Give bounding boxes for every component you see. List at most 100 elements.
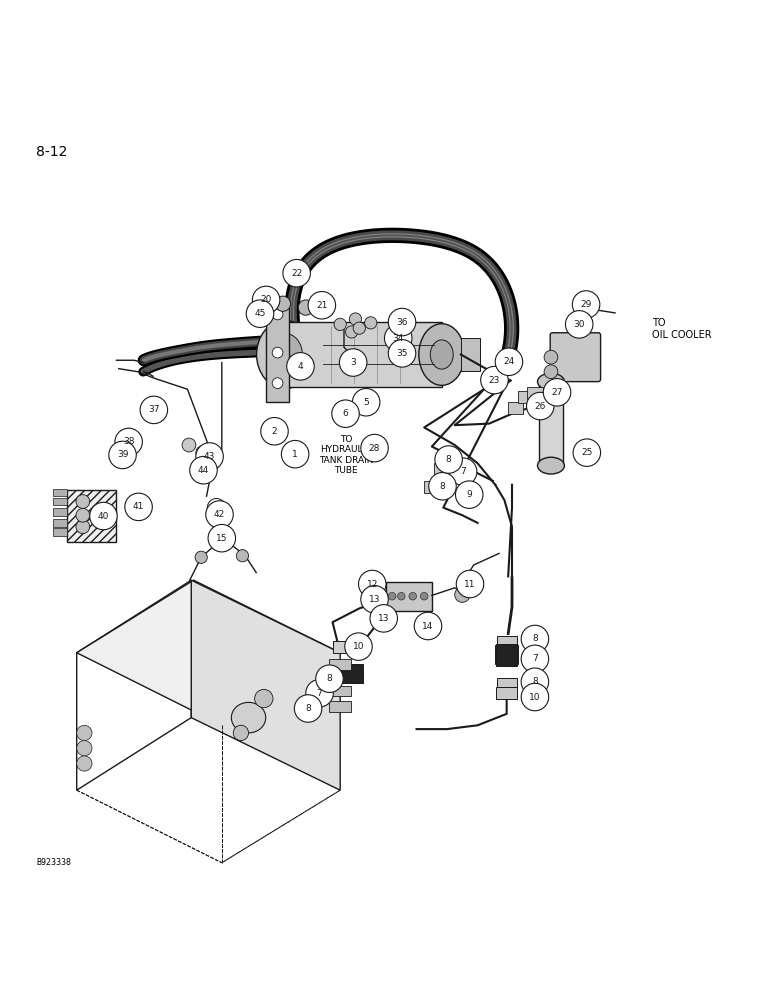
- Circle shape: [294, 695, 322, 722]
- Text: 8: 8: [532, 634, 538, 643]
- Circle shape: [353, 322, 365, 334]
- Bar: [496, 687, 517, 699]
- Text: TO
HYDRAULIC
TANK DRAIN
TUBE: TO HYDRAULIC TANK DRAIN TUBE: [319, 435, 374, 475]
- Circle shape: [350, 313, 361, 325]
- Polygon shape: [76, 580, 340, 725]
- Bar: [539, 382, 563, 466]
- Text: 22: 22: [291, 269, 303, 278]
- Circle shape: [125, 493, 152, 521]
- Circle shape: [273, 378, 283, 389]
- Text: 9: 9: [466, 490, 472, 499]
- Bar: [53, 489, 67, 496]
- Circle shape: [543, 379, 571, 406]
- Text: 13: 13: [378, 614, 389, 623]
- Circle shape: [544, 350, 558, 364]
- Bar: [424, 481, 442, 493]
- Bar: [333, 664, 363, 683]
- Text: 20: 20: [260, 295, 272, 304]
- Circle shape: [76, 508, 90, 522]
- Circle shape: [361, 586, 388, 613]
- Bar: [67, 490, 117, 542]
- Bar: [496, 644, 517, 666]
- Text: 8: 8: [532, 677, 538, 686]
- Circle shape: [76, 725, 92, 741]
- Text: 35: 35: [396, 349, 408, 358]
- Text: 14: 14: [422, 622, 434, 631]
- Circle shape: [421, 592, 428, 600]
- FancyBboxPatch shape: [550, 333, 601, 382]
- Circle shape: [346, 326, 357, 338]
- Circle shape: [388, 592, 396, 600]
- Circle shape: [283, 259, 310, 287]
- Text: 23: 23: [489, 376, 500, 385]
- Circle shape: [455, 481, 483, 508]
- Circle shape: [370, 605, 398, 632]
- Circle shape: [455, 587, 470, 602]
- Text: B923338: B923338: [36, 858, 71, 867]
- Text: 36: 36: [396, 318, 408, 327]
- Text: 34: 34: [392, 334, 404, 343]
- Text: 12: 12: [367, 580, 378, 589]
- Bar: [495, 645, 518, 664]
- Circle shape: [109, 441, 137, 469]
- Text: 44: 44: [198, 466, 209, 475]
- Circle shape: [332, 400, 359, 427]
- Circle shape: [521, 683, 549, 711]
- Circle shape: [293, 269, 308, 284]
- Text: 15: 15: [216, 534, 228, 543]
- Text: 5: 5: [364, 398, 369, 407]
- Bar: [527, 387, 543, 399]
- Circle shape: [273, 347, 283, 358]
- Ellipse shape: [419, 324, 465, 385]
- Circle shape: [573, 439, 601, 466]
- Circle shape: [572, 291, 600, 318]
- Circle shape: [255, 689, 273, 708]
- Circle shape: [252, 286, 280, 314]
- Circle shape: [388, 340, 416, 367]
- Circle shape: [273, 309, 283, 320]
- Circle shape: [428, 473, 456, 500]
- Circle shape: [205, 451, 218, 465]
- Circle shape: [340, 349, 367, 376]
- Circle shape: [246, 300, 274, 327]
- Text: 3: 3: [350, 358, 356, 367]
- Text: 7: 7: [532, 654, 538, 663]
- Circle shape: [352, 389, 380, 416]
- Circle shape: [574, 321, 587, 333]
- Text: 21: 21: [317, 301, 327, 310]
- Circle shape: [140, 396, 168, 424]
- Text: 6: 6: [343, 409, 348, 418]
- Circle shape: [365, 439, 384, 457]
- Bar: [53, 508, 67, 516]
- Circle shape: [236, 550, 249, 562]
- Text: 1: 1: [293, 450, 298, 459]
- Text: 40: 40: [98, 512, 109, 521]
- Circle shape: [195, 551, 208, 563]
- Circle shape: [281, 440, 309, 468]
- Circle shape: [306, 679, 334, 707]
- Text: 30: 30: [574, 320, 585, 329]
- Bar: [330, 659, 350, 670]
- Bar: [285, 322, 442, 387]
- Circle shape: [415, 612, 442, 640]
- Bar: [496, 636, 516, 645]
- Text: 42: 42: [214, 510, 225, 519]
- Circle shape: [286, 353, 314, 380]
- Circle shape: [76, 756, 92, 771]
- Text: 8-12: 8-12: [36, 145, 68, 159]
- Text: 38: 38: [123, 437, 134, 446]
- Text: 7: 7: [317, 689, 323, 698]
- Circle shape: [565, 311, 593, 338]
- Text: 8: 8: [305, 704, 311, 713]
- Text: 8: 8: [327, 674, 333, 683]
- Text: 25: 25: [581, 448, 593, 457]
- Circle shape: [409, 592, 417, 600]
- Circle shape: [361, 434, 388, 462]
- Circle shape: [182, 438, 196, 452]
- Bar: [53, 528, 67, 536]
- Circle shape: [76, 741, 92, 756]
- Bar: [53, 498, 67, 505]
- Text: 7: 7: [460, 467, 466, 476]
- Circle shape: [76, 520, 90, 534]
- Circle shape: [90, 502, 117, 530]
